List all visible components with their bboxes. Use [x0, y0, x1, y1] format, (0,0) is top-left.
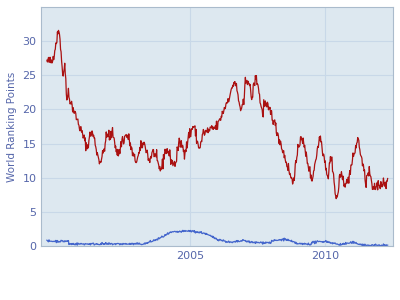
Joe Ogilvie	[135, 242, 140, 246]
Joe Ogilvie	[286, 239, 291, 242]
World #1	[282, 156, 287, 160]
Joe Ogilvie	[264, 240, 268, 244]
World #1	[312, 163, 317, 166]
Joe Ogilvie	[367, 244, 372, 248]
Line: Joe Ogilvie: Joe Ogilvie	[47, 230, 388, 246]
World #1	[286, 169, 291, 172]
World #1	[264, 104, 268, 107]
Joe Ogilvie	[312, 242, 317, 245]
World #1	[136, 154, 141, 158]
Joe Ogilvie	[282, 236, 287, 240]
Joe Ogilvie	[214, 237, 219, 241]
Joe Ogilvie	[44, 238, 49, 242]
Joe Ogilvie	[385, 243, 390, 247]
Joe Ogilvie	[180, 229, 185, 232]
World #1	[44, 58, 49, 62]
World #1	[385, 177, 390, 180]
Line: World #1: World #1	[47, 30, 388, 199]
Y-axis label: World Ranking Points: World Ranking Points	[7, 71, 17, 182]
World #1	[214, 119, 219, 123]
World #1	[56, 28, 61, 32]
World #1	[334, 197, 338, 200]
